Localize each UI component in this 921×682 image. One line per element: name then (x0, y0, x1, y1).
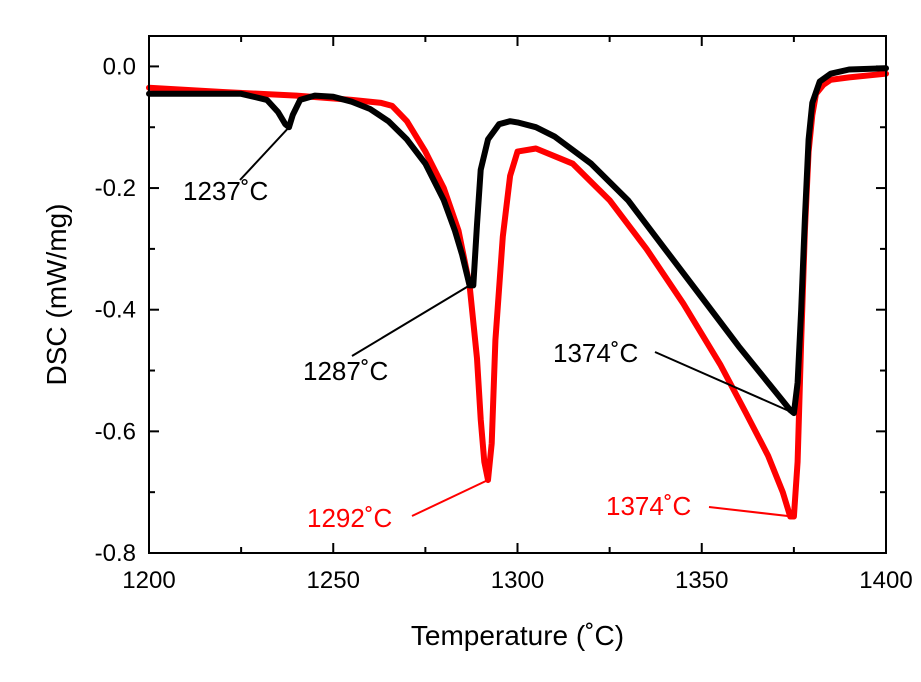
x-tick-label: 1200 (122, 567, 175, 594)
annotation-leader-line (239, 126, 290, 181)
annotation-label: 1374˚C (553, 338, 638, 368)
y-tick-label: -0.6 (95, 418, 136, 445)
y-tick-label: -0.8 (95, 540, 136, 567)
series-line-red (146, 70, 889, 520)
annotation-layer: 1237˚C 1287˚C 1374˚C 1292˚C 1374˚C (183, 126, 795, 533)
series-line-black (146, 65, 889, 417)
x-tick-label: 1400 (859, 567, 912, 594)
x-tick-label: 1300 (491, 567, 544, 594)
annotation-label: 1287˚C (303, 356, 388, 386)
ticks-layer: 1200 1250 1300 1350 1400 -0.8 -0.6 -0.4 -0.2 0.0 (95, 36, 913, 594)
annotation-label: 1374˚C (606, 491, 691, 521)
y-tick-label: -0.4 (95, 297, 136, 324)
x-tick-label: 1350 (675, 567, 728, 594)
y-tick-label: -0.2 (95, 175, 136, 202)
x-tick-label: 1250 (307, 567, 360, 594)
annotation-leader-line (708, 506, 793, 518)
y-axis-title: DSC (mW/mg) (41, 204, 72, 386)
annotation-label: 1292˚C (307, 503, 392, 533)
x-axis-title: Temperature (˚C) (411, 620, 624, 651)
annotation-leader-line (654, 351, 795, 415)
series-layer (146, 65, 889, 520)
y-tick-label: 0.0 (103, 53, 136, 80)
annotation-leader-line (411, 479, 489, 517)
annotation-leader-line (351, 284, 471, 357)
annotation-label: 1237˚C (183, 176, 268, 206)
